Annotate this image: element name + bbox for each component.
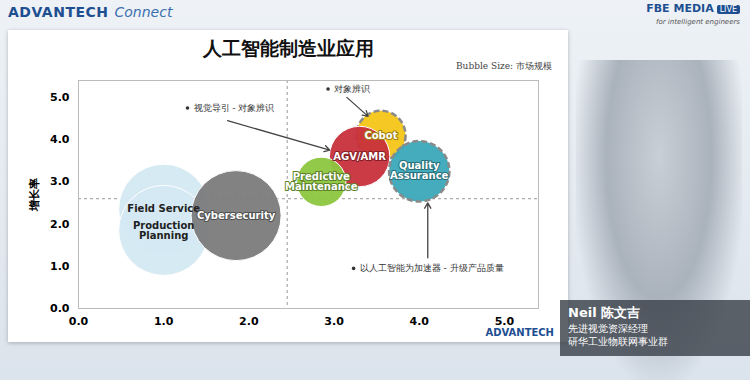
svg-text:2.0: 2.0 (50, 218, 70, 231)
svg-text:3.0: 3.0 (324, 315, 344, 328)
html-text:ADVANTECH: ADVANTECH (485, 327, 554, 338)
svg-text:1.0: 1.0 (154, 315, 174, 328)
svg-text:5.0: 5.0 (50, 91, 70, 104)
html-text:人工智能制造业应用: 人工智能制造业应用 (202, 37, 374, 59)
svg-text:Cybersecurity: Cybersecurity (197, 210, 276, 221)
svg-text:以人工智能为加速器 - 升级产品质量: 以人工智能为加速器 - 升级产品质量 (360, 263, 504, 273)
svg-text:PredictiveMaintenance: PredictiveMaintenance (285, 171, 358, 192)
svg-text:Field Service: Field Service (127, 203, 200, 214)
html-text:Bubble Size: 市场规模: Bubble Size: 市场规模 (456, 61, 552, 71)
svg-text:3.0: 3.0 (50, 175, 70, 188)
html-text:先进视觉资深经理: 先进视觉资深经理 (568, 323, 648, 334)
svg-text:ProductionPlanning: ProductionPlanning (133, 220, 195, 241)
html-text:ADVANTECH Connect: ADVANTECH Connect (8, 4, 173, 20)
svg-text:5.0: 5.0 (495, 315, 515, 328)
html-text:FBE MEDIA: FBE MEDIA (646, 2, 714, 15)
svg-text:增长率: 增长率 (28, 178, 41, 212)
svg-text:视觉导引 - 对象辨识: 视觉导引 - 对象辨识 (194, 103, 275, 113)
svg-text:对象辨识: 对象辨识 (334, 84, 370, 94)
svg-text:Cobot: Cobot (364, 130, 397, 141)
svg-text:AGV/AMR: AGV/AMR (333, 151, 386, 162)
svg-text:0.0: 0.0 (50, 302, 70, 315)
html-text:Neil 陈文吉: Neil 陈文吉 (568, 305, 641, 320)
svg-text:2.0: 2.0 (239, 315, 259, 328)
svg-text:0.0: 0.0 (69, 315, 89, 328)
html-text:for intelligent engineers: for intelligent engineers (656, 18, 740, 26)
svg-text:4.0: 4.0 (50, 133, 70, 146)
html-text:LIVE: LIVE (719, 5, 737, 14)
svg-text:1.0: 1.0 (50, 260, 70, 273)
html-text:研华工业物联网事业群: 研华工业物联网事业群 (568, 336, 668, 347)
svg-text:4.0: 4.0 (409, 315, 429, 328)
svg-text:QualityAssurance: QualityAssurance (390, 160, 448, 181)
